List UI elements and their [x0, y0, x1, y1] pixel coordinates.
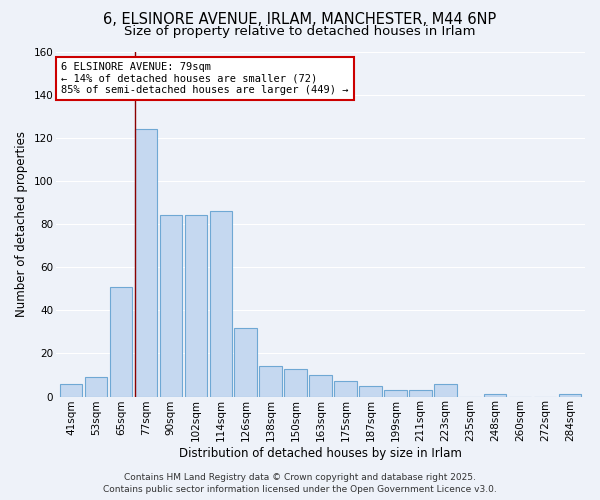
Bar [559, 394, 581, 396]
Text: Contains HM Land Registry data © Crown copyright and database right 2025.
Contai: Contains HM Land Registry data © Crown c… [103, 472, 497, 494]
Bar [384, 390, 407, 396]
Text: 6 ELSINORE AVENUE: 79sqm
← 14% of detached houses are smaller (72)
85% of semi-d: 6 ELSINORE AVENUE: 79sqm ← 14% of detach… [61, 62, 349, 95]
Bar [334, 382, 357, 396]
Bar [359, 386, 382, 396]
Bar [209, 211, 232, 396]
Bar [259, 366, 282, 396]
Bar [160, 216, 182, 396]
Bar [185, 216, 207, 396]
Bar [284, 368, 307, 396]
Bar [60, 384, 82, 396]
Bar [434, 384, 457, 396]
Bar [409, 390, 431, 396]
Bar [134, 129, 157, 396]
X-axis label: Distribution of detached houses by size in Irlam: Distribution of detached houses by size … [179, 447, 462, 460]
Bar [310, 375, 332, 396]
Y-axis label: Number of detached properties: Number of detached properties [15, 131, 28, 317]
Text: Size of property relative to detached houses in Irlam: Size of property relative to detached ho… [124, 25, 476, 38]
Text: 6, ELSINORE AVENUE, IRLAM, MANCHESTER, M44 6NP: 6, ELSINORE AVENUE, IRLAM, MANCHESTER, M… [103, 12, 497, 28]
Bar [110, 286, 132, 397]
Bar [484, 394, 506, 396]
Bar [235, 328, 257, 396]
Bar [85, 377, 107, 396]
